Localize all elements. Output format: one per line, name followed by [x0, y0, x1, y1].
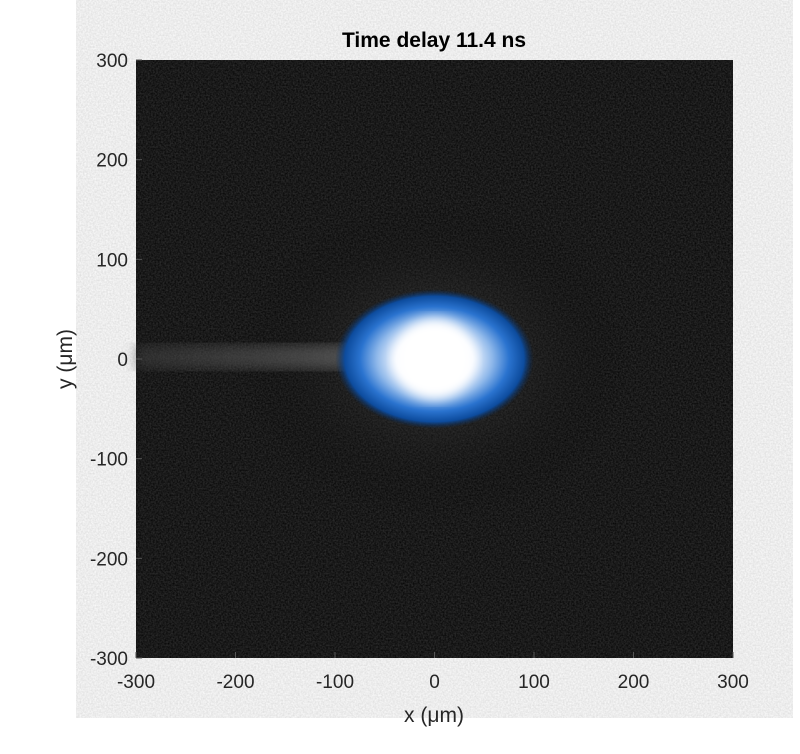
- x-tick-label: 200: [618, 672, 650, 693]
- x-tick-label: -300: [117, 672, 155, 693]
- x-tick-label: 0: [429, 672, 440, 693]
- x-axis-label: x (μm): [404, 704, 464, 727]
- axes: -300 -200 -100 0 100 200 300 300 200 100 0 -100 -200…: [90, 51, 749, 693]
- streak: [136, 345, 355, 369]
- y-tick-label: 300: [96, 51, 128, 72]
- chart-title: Time delay 11.4 ns: [342, 29, 526, 52]
- x-tick-label: -100: [316, 672, 354, 693]
- y-tick-label: -100: [90, 450, 128, 471]
- x-tick-label: 100: [518, 672, 550, 693]
- x-tick-label: -200: [216, 672, 254, 693]
- x-tick-label: 300: [717, 672, 749, 693]
- y-tick-label: -300: [90, 649, 128, 670]
- y-tick-label: -200: [90, 549, 128, 570]
- plot-area: [136, 60, 733, 658]
- y-tick-label: 100: [96, 250, 128, 271]
- spot-core: [394, 319, 475, 399]
- y-tick-label: 0: [117, 350, 128, 371]
- y-tick-label: 200: [96, 151, 128, 172]
- y-axis-label: y (μm): [54, 329, 77, 389]
